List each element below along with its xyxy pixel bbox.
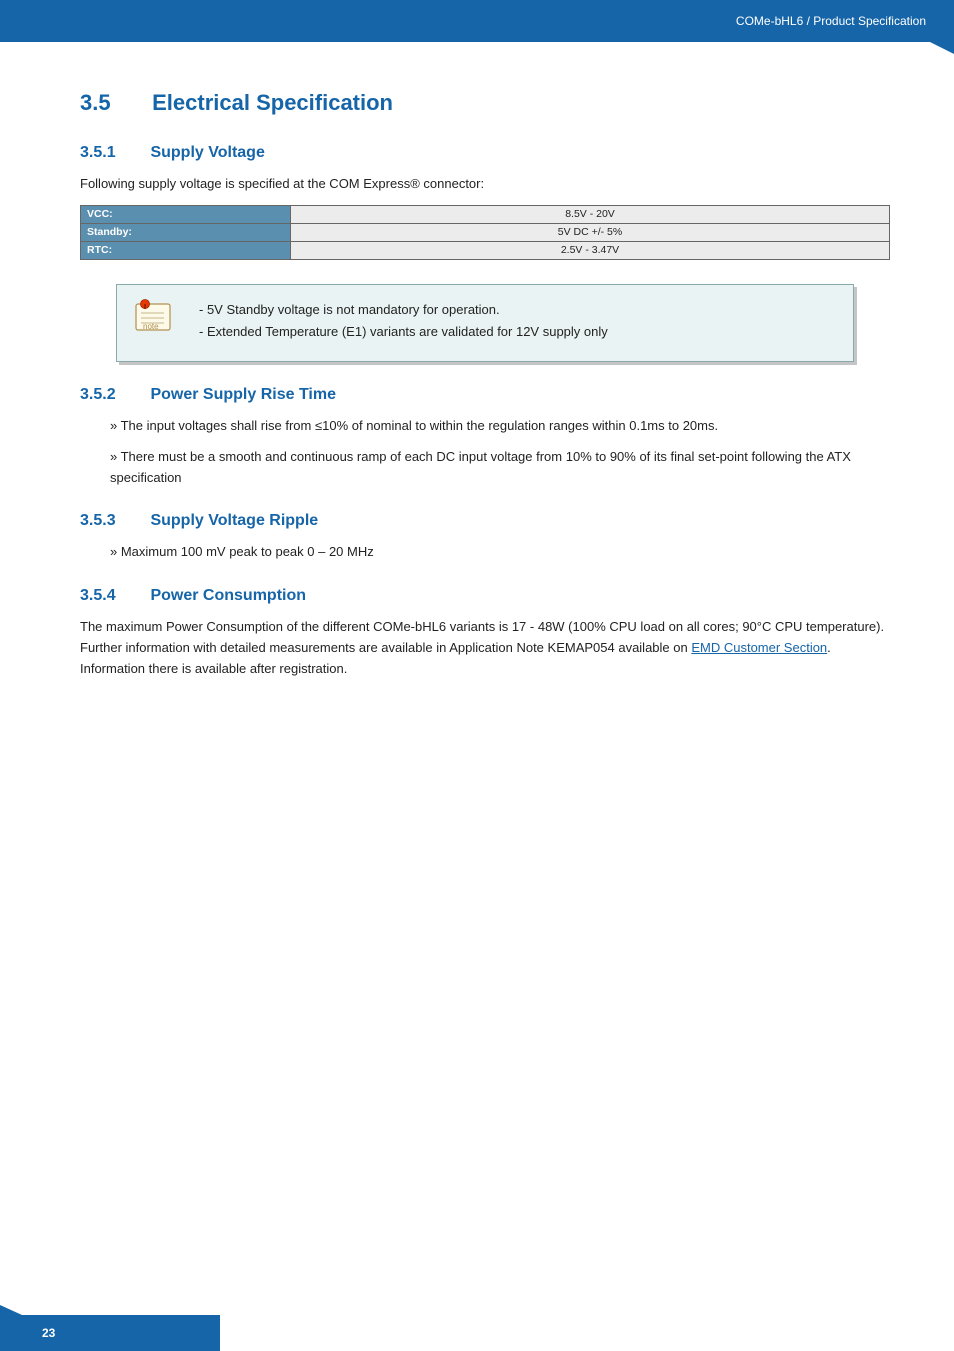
paragraph: The maximum Power Consumption of the dif… [80,617,890,679]
subsection-number: 3.5.1 [80,144,146,162]
subsection-number: 3.5.3 [80,512,146,530]
subsection-heading: 3.5.3 Supply Voltage Ripple [80,512,890,530]
subsection-title: Supply Voltage Ripple [150,512,318,529]
subsection-title: Power Consumption [150,587,306,604]
section-title: Electrical Specification [152,90,393,115]
section-number: 3.5 [80,90,146,116]
note-line: - Extended Temperature (E1) variants are… [199,321,608,343]
row-value: 5V DC +/- 5% [291,223,890,241]
subsection-number: 3.5.2 [80,386,146,404]
table-row: VCC: 8.5V - 20V [81,205,890,223]
bullet-text: » There must be a smooth and continuous … [80,447,890,489]
table-row: Standby: 5V DC +/- 5% [81,223,890,241]
row-label: VCC: [81,205,291,223]
bullet-text: » The input voltages shall rise from ≤10… [80,416,890,437]
footer-bar: 23 [0,1315,220,1351]
section-heading: 3.5 Electrical Specification [80,90,890,116]
subsection-heading: 3.5.4 Power Consumption [80,587,890,605]
table-row: RTC: 2.5V - 3.47V [81,241,890,259]
header-bar: COMe-bHL6 / Product Specification [0,0,954,42]
subsection-heading: 3.5.2 Power Supply Rise Time [80,386,890,404]
subsection-number: 3.5.4 [80,587,146,605]
subsection-title: Supply Voltage [150,144,264,161]
row-value: 2.5V - 3.47V [291,241,890,259]
svg-text:note: note [143,322,159,331]
row-label: RTC: [81,241,291,259]
intro-text: Following supply voltage is specified at… [80,174,890,195]
bullet-text: » Maximum 100 mV peak to peak 0 – 20 MHz [80,542,890,563]
note-box: note - 5V Standby voltage is not mandato… [116,284,854,362]
page-number: 23 [42,1326,55,1340]
note-text: - 5V Standby voltage is not mandatory fo… [199,299,608,343]
row-label: Standby: [81,223,291,241]
main-content: 3.5 Electrical Specification 3.5.1 Suppl… [0,42,954,730]
supply-voltage-table: VCC: 8.5V - 20V Standby: 5V DC +/- 5% RT… [80,205,890,260]
note-line: - 5V Standby voltage is not mandatory fo… [199,299,608,321]
subsection-title: Power Supply Rise Time [150,386,336,403]
row-value: 8.5V - 20V [291,205,890,223]
subsection-heading: 3.5.1 Supply Voltage [80,144,890,162]
breadcrumb: COMe-bHL6 / Product Specification [736,14,926,28]
note-icon: note [135,299,175,333]
emd-link[interactable]: EMD Customer Section [691,640,827,655]
